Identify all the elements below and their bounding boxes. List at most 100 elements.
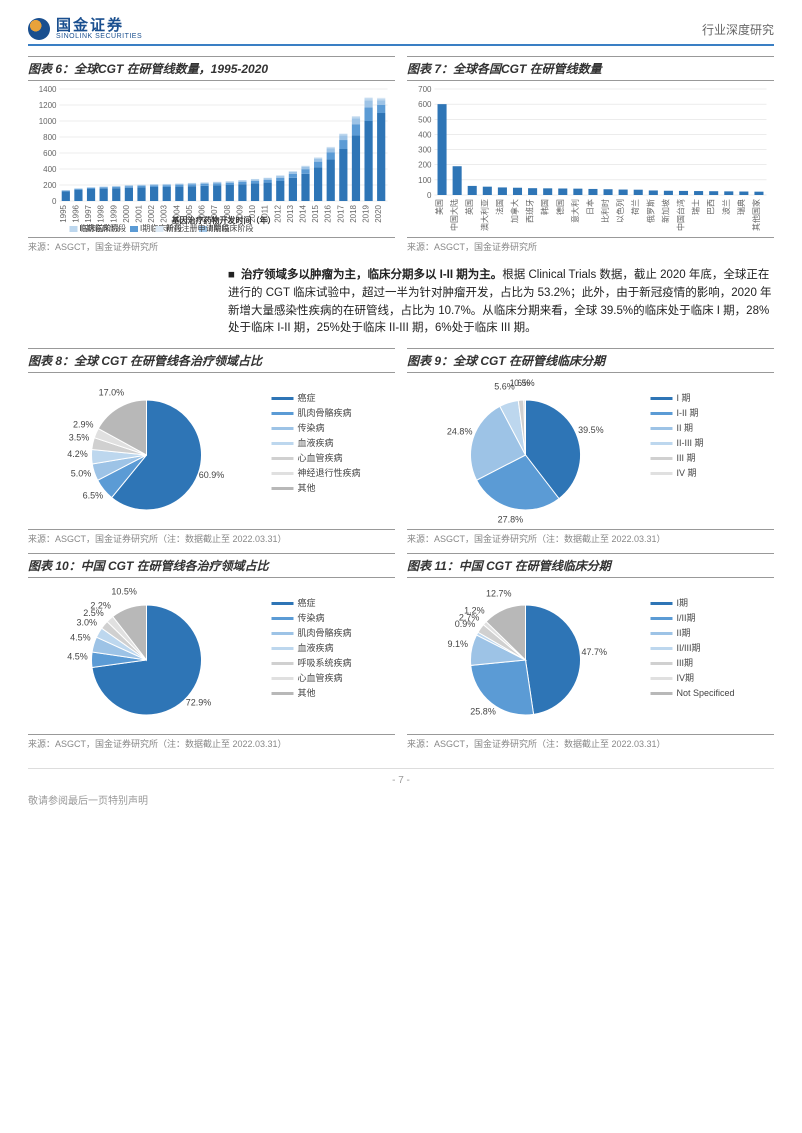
svg-text:IV期: IV期 [677, 673, 695, 683]
chart-9-title: 图表 9：全球 CGT 在研管线临床分期 [407, 348, 774, 373]
svg-text:II-III 期: II-III 期 [677, 438, 704, 448]
svg-text:1000: 1000 [39, 117, 57, 126]
svg-text:澳大利亚: 澳大利亚 [479, 199, 489, 231]
svg-text:6.5%: 6.5% [83, 491, 104, 501]
svg-text:3.0%: 3.0% [76, 618, 97, 628]
chart-10-source: 来源：ASGCT，国金证券研究所（注：数据截止至 2022.03.31） [28, 734, 395, 750]
logo: 国金证券 SINOLINK SECURITIES [28, 18, 142, 40]
chart-7: 图表 7：全球各国CGT 在研管线数量 01002003004005006007… [407, 56, 774, 253]
svg-text:肌肉骨骼疾病: 肌肉骨骼疾病 [298, 407, 352, 418]
logo-cn: 国金证券 [56, 18, 142, 33]
svg-text:2013: 2013 [286, 204, 295, 222]
svg-text:癌症: 癌症 [298, 597, 316, 608]
svg-text:呼吸系统疾病: 呼吸系统疾病 [298, 657, 352, 668]
svg-text:血液疾病: 血液疾病 [298, 642, 334, 653]
svg-text:III期: III期 [677, 658, 694, 668]
svg-text:瑞典: 瑞典 [736, 199, 746, 215]
chart-6: 图表 6：全球CGT 在研管线数量，1995-2020 020040060080… [28, 56, 395, 253]
svg-text:新药注册申请阶段: 新药注册申请阶段 [166, 223, 230, 233]
svg-text:700: 700 [418, 85, 432, 94]
svg-text:2014: 2014 [299, 204, 308, 222]
svg-text:III期临床阶段: III期临床阶段 [80, 223, 127, 233]
svg-text:2019: 2019 [362, 204, 371, 222]
svg-text:法国: 法国 [494, 199, 504, 215]
chart-8-title: 图表 8：全球 CGT 在研管线各治疗领域占比 [28, 348, 395, 373]
page-header: 国金证券 SINOLINK SECURITIES 行业深度研究 [28, 18, 774, 46]
page-number: - 7 - [28, 768, 774, 786]
chart-10-title: 图表 10：中国 CGT 在研管线各治疗领域占比 [28, 553, 395, 578]
svg-text:I-II 期: I-II 期 [677, 408, 699, 418]
svg-text:II期: II期 [677, 628, 691, 638]
svg-text:I/II期: I/II期 [677, 613, 696, 623]
svg-text:12.7%: 12.7% [486, 589, 512, 599]
svg-text:0: 0 [52, 197, 57, 206]
svg-text:巴西: 巴西 [707, 199, 716, 215]
svg-text:波兰: 波兰 [721, 199, 731, 215]
chart-9: 图表 9：全球 CGT 在研管线临床分期 39.5%27.8%24.8%5.6%… [407, 348, 774, 545]
svg-text:10.5%: 10.5% [111, 587, 137, 597]
svg-text:俄罗斯: 俄罗斯 [645, 199, 655, 223]
svg-text:300: 300 [418, 146, 432, 155]
svg-text:25.8%: 25.8% [470, 707, 496, 717]
svg-text:1200: 1200 [39, 101, 57, 110]
svg-text:传染病: 传染病 [298, 612, 325, 623]
svg-text:0: 0 [427, 191, 432, 200]
svg-text:2000: 2000 [122, 204, 131, 222]
svg-text:其他: 其他 [298, 482, 316, 493]
svg-text:新加坡: 新加坡 [660, 199, 670, 223]
svg-text:1.2%: 1.2% [464, 606, 485, 616]
svg-text:24.8%: 24.8% [447, 427, 473, 437]
svg-text:I期: I期 [677, 598, 689, 608]
svg-text:传染病: 传染病 [298, 422, 325, 433]
chart-9-source: 来源：ASGCT，国金证券研究所（注：数据截止至 2022.03.31） [407, 529, 774, 545]
chart-10-canvas: 72.9%4.5%4.5%3.0%2.5%2.2%10.5%癌症传染病肌肉骨骼疾… [28, 582, 395, 732]
logo-icon [28, 18, 50, 40]
chart-11-title: 图表 11：中国 CGT 在研管线临床分期 [407, 553, 774, 578]
svg-text:加拿大: 加拿大 [510, 199, 520, 223]
svg-text:其他: 其他 [298, 687, 316, 698]
svg-text:以色列: 以色列 [615, 199, 625, 223]
chart-6-title: 图表 6：全球CGT 在研管线数量，1995-2020 [28, 56, 395, 81]
svg-text:1998: 1998 [97, 204, 106, 222]
svg-text:39.5%: 39.5% [578, 425, 604, 435]
svg-text:5.0%: 5.0% [71, 469, 92, 479]
svg-text:3.5%: 3.5% [69, 433, 90, 443]
svg-text:72.9%: 72.9% [186, 698, 212, 708]
svg-text:60.9%: 60.9% [199, 470, 225, 480]
svg-text:2018: 2018 [349, 204, 358, 222]
svg-text:200: 200 [418, 161, 432, 170]
svg-text:800: 800 [43, 133, 57, 142]
svg-text:其他国家: 其他国家 [751, 199, 761, 231]
svg-text:美国: 美国 [434, 199, 444, 215]
svg-text:2017: 2017 [336, 204, 345, 222]
chart-7-source: 来源：ASGCT，国金证券研究所 [407, 237, 774, 253]
svg-text:肌肉骨骼疾病: 肌肉骨骼疾病 [298, 627, 352, 638]
svg-text:1997: 1997 [84, 204, 93, 222]
svg-text:II/III期: II/III期 [677, 643, 701, 653]
svg-text:瑞士: 瑞士 [691, 199, 701, 215]
chart-7-title: 图表 7：全球各国CGT 在研管线数量 [407, 56, 774, 81]
svg-text:400: 400 [43, 165, 57, 174]
svg-text:癌症: 癌症 [298, 392, 316, 403]
svg-text:4.5%: 4.5% [67, 652, 88, 662]
svg-text:400: 400 [418, 130, 432, 139]
svg-text:0.5%: 0.5% [514, 378, 535, 388]
svg-text:27.8%: 27.8% [498, 515, 524, 525]
chart-6-canvas: 0200400600800100012001400199519961997199… [28, 85, 395, 235]
chart-6-source: 来源：ASGCT，国金证券研究所 [28, 237, 395, 253]
chart-11-canvas: 47.7%25.8%9.1%0.9%2.7%1.2%12.7%I期I/II期II… [407, 582, 774, 732]
svg-text:1400: 1400 [39, 85, 57, 94]
header-category: 行业深度研究 [702, 21, 774, 38]
svg-text:I 期: I 期 [677, 393, 691, 403]
chart-9-canvas: 39.5%27.8%24.8%5.6%1.6%0.5%I 期I-II 期II 期… [407, 377, 774, 527]
svg-text:1999: 1999 [109, 204, 118, 222]
chart-8-canvas: 60.9%6.5%5.0%4.2%3.5%2.9%17.0%癌症肌肉骨骼疾病传染… [28, 377, 395, 527]
svg-text:600: 600 [43, 149, 57, 158]
svg-text:神经退行性疾病: 神经退行性疾病 [298, 467, 361, 478]
svg-text:2015: 2015 [311, 204, 320, 222]
svg-text:中国台湾: 中国台湾 [676, 199, 686, 231]
svg-text:III 期: III 期 [677, 453, 696, 463]
svg-text:2.9%: 2.9% [73, 420, 94, 430]
svg-text:日本: 日本 [585, 199, 595, 215]
svg-text:47.7%: 47.7% [582, 647, 608, 657]
